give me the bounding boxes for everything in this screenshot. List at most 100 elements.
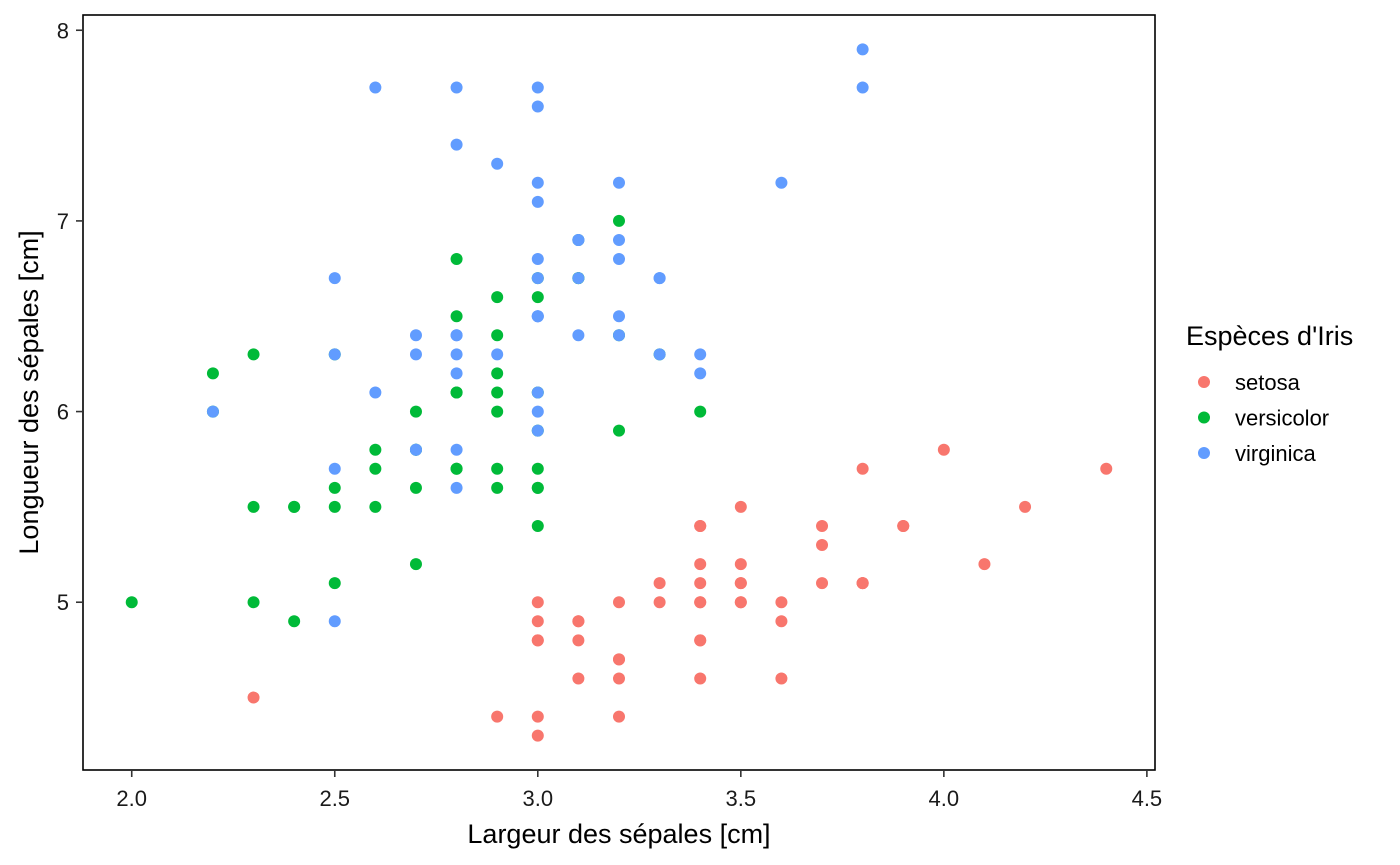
panel-border: [82, 14, 1156, 771]
y-tick-label-1: 6: [57, 400, 69, 425]
point-setosa-1: [531, 615, 544, 628]
point-virginica-46: [328, 348, 341, 361]
point-versicolor-46: [491, 462, 504, 475]
point-virginica-47: [531, 310, 544, 323]
x-tick-label-0: 2.0: [116, 786, 147, 811]
point-virginica-12: [531, 253, 544, 266]
point-setosa-37: [775, 615, 788, 628]
point-versicolor-45: [531, 462, 544, 475]
point-virginica-49: [531, 424, 544, 437]
point-versicolor-0: [613, 214, 625, 227]
point-virginica-26: [450, 367, 463, 380]
point-versicolor-44: [409, 481, 422, 494]
point-versicolor-9: [409, 558, 422, 571]
point-virginica-36: [694, 348, 707, 361]
point-versicolor-38: [531, 481, 544, 494]
legend: Espèces d'Iris setosa versicolor virginica: [1186, 321, 1353, 466]
point-setosa-17: [734, 577, 747, 590]
point-virginica-38: [531, 405, 544, 418]
point-virginica-33: [450, 348, 463, 361]
legend-title: Espèces d'Iris: [1186, 321, 1353, 351]
point-virginica-7: [491, 157, 504, 170]
point-virginica-42: [409, 443, 422, 456]
point-virginica-0: [653, 348, 666, 361]
point-versicolor-31: [288, 500, 301, 513]
legend-label-setosa: setosa: [1235, 370, 1301, 395]
point-setosa-32: [978, 558, 991, 571]
point-setosa-47: [613, 672, 625, 685]
point-virginica-18: [369, 81, 382, 94]
point-versicolor-14: [491, 481, 504, 494]
point-setosa-3: [572, 672, 585, 685]
legend-key-virginica: [1198, 447, 1210, 459]
point-virginica-22: [450, 81, 463, 94]
point-setosa-30: [572, 634, 585, 647]
point-versicolor-13: [491, 386, 504, 399]
point-virginica-44: [653, 272, 666, 285]
point-setosa-21: [816, 577, 829, 590]
point-setosa-35: [613, 596, 625, 609]
point-versicolor-33: [409, 405, 422, 418]
point-virginica-10: [613, 310, 625, 323]
x-tick-label-1: 2.5: [319, 786, 350, 811]
point-setosa-48: [816, 539, 829, 552]
point-versicolor-7: [288, 615, 301, 628]
point-setosa-25: [531, 596, 544, 609]
x-axis-title: Largeur des sépales [cm]: [467, 819, 770, 849]
point-setosa-38: [531, 710, 544, 723]
point-virginica-13: [328, 462, 341, 475]
point-versicolor-43: [247, 596, 260, 609]
point-virginica-32: [450, 329, 463, 342]
point-virginica-8: [328, 272, 341, 285]
point-virginica-41: [572, 233, 585, 246]
point-setosa-28: [694, 558, 707, 571]
point-virginica-45: [531, 272, 544, 285]
legend-label-virginica: virginica: [1235, 441, 1316, 466]
y-axis-title: Longueur des sépales [cm]: [14, 230, 44, 554]
point-versicolor-47: [491, 367, 504, 380]
legend-key-setosa: [1198, 376, 1210, 388]
point-setosa-33: [1019, 500, 1032, 513]
point-versicolor-10: [125, 596, 138, 609]
point-setosa-39: [694, 577, 707, 590]
point-virginica-9: [775, 176, 788, 189]
point-setosa-8: [491, 710, 504, 723]
point-setosa-14: [937, 443, 950, 456]
point-virginica-15: [613, 329, 625, 342]
plot-marks: [125, 43, 1113, 742]
point-versicolor-20: [613, 424, 625, 437]
point-versicolor-26: [450, 253, 463, 266]
point-virginica-20: [613, 233, 625, 246]
y-tick-label-2: 7: [57, 209, 69, 234]
point-virginica-6: [328, 615, 341, 628]
point-virginica-11: [409, 329, 422, 342]
point-versicolor-24: [491, 329, 504, 342]
point-setosa-4: [775, 596, 788, 609]
point-setosa-29: [613, 653, 625, 666]
point-setosa-24: [694, 634, 707, 647]
x-tick-label-5: 4.5: [1132, 786, 1163, 811]
legend-label-versicolor: versicolor: [1235, 406, 1329, 431]
point-versicolor-23: [450, 386, 463, 399]
point-setosa-26: [694, 596, 707, 609]
point-setosa-31: [694, 519, 707, 532]
point-virginica-21: [450, 481, 463, 494]
point-setosa-16: [897, 519, 910, 532]
point-versicolor-18: [206, 367, 219, 380]
point-versicolor-48: [328, 577, 341, 590]
point-virginica-37: [572, 329, 585, 342]
point-versicolor-49: [450, 462, 463, 475]
point-setosa-36: [734, 500, 747, 513]
point-versicolor-40: [369, 500, 382, 513]
legend-key-versicolor: [1198, 411, 1210, 424]
x-tick-label-3: 3.5: [726, 786, 757, 811]
point-setosa-49: [653, 596, 666, 609]
point-setosa-42: [613, 710, 625, 723]
point-setosa-6: [694, 672, 707, 685]
x-tick-label-4: 4.0: [929, 786, 960, 811]
point-virginica-25: [613, 176, 625, 189]
point-virginica-29: [531, 176, 544, 189]
point-setosa-45: [531, 634, 544, 647]
point-virginica-30: [450, 138, 463, 151]
